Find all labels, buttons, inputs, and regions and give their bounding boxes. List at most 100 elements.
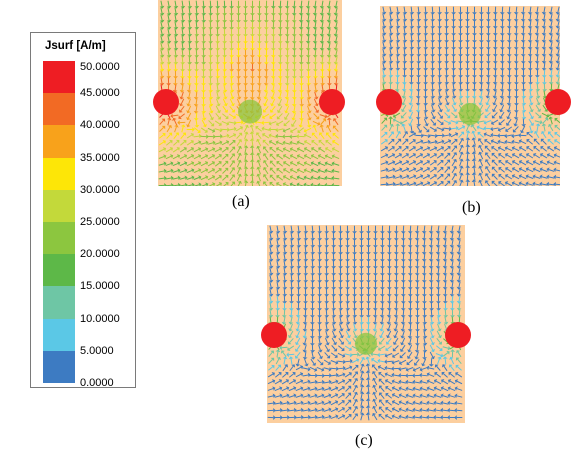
- current-arrow: [180, 185, 186, 186]
- current-arrow: [275, 374, 279, 377]
- current-arrow: [390, 21, 391, 26]
- current-arrow: [275, 396, 280, 398]
- current-arrow: [389, 126, 391, 131]
- current-arrow: [417, 352, 419, 357]
- current-arrow-head: [535, 33, 540, 36]
- current-arrow-head: [416, 33, 421, 36]
- current-arrow: [265, 183, 268, 186]
- current-arrow: [437, 128, 442, 130]
- current-arrow: [528, 162, 533, 165]
- current-arrow: [315, 50, 316, 56]
- current-arrow: [208, 128, 213, 130]
- current-arrow: [291, 247, 292, 253]
- current-arrow-head: [296, 252, 301, 255]
- current-arrow: [347, 310, 348, 316]
- current-arrow: [495, 77, 496, 83]
- current-arrow: [298, 317, 299, 323]
- current-arrow: [334, 142, 339, 145]
- current-arrow-head: [303, 245, 308, 248]
- current-arrow-head: [220, 134, 223, 139]
- current-arrow: [460, 161, 462, 166]
- current-arrow: [280, 92, 281, 97]
- current-arrow-head: [303, 238, 308, 241]
- current-arrow-head: [423, 110, 428, 113]
- current-arrow: [166, 178, 172, 179]
- legend-tick-label: 45.0000: [80, 87, 120, 99]
- current-arrow: [382, 310, 383, 316]
- current-arrow: [408, 417, 413, 418]
- current-arrow: [361, 408, 362, 413]
- current-arrow-head: [402, 47, 407, 50]
- current-arrow: [245, 148, 246, 153]
- current-arrow: [298, 254, 299, 260]
- current-arrow-head: [303, 259, 308, 262]
- current-arrow: [329, 1, 330, 7]
- current-arrow: [431, 317, 432, 323]
- current-arrow: [291, 317, 292, 322]
- current-arrow-head: [535, 47, 540, 50]
- current-arrow-head: [443, 273, 448, 276]
- current-arrow: [430, 127, 435, 130]
- current-arrow: [180, 142, 184, 146]
- current-arrow: [196, 29, 197, 35]
- current-arrow: [387, 402, 391, 405]
- current-arrow: [381, 381, 385, 385]
- current-arrow: [245, 169, 246, 175]
- current-arrow: [438, 324, 440, 329]
- current-arrow-head: [177, 120, 179, 125]
- current-arrow: [215, 121, 220, 124]
- current-arrow: [473, 126, 476, 131]
- current-arrow-head: [443, 231, 448, 234]
- current-arrow: [252, 176, 253, 182]
- current-arrow: [523, 91, 524, 97]
- current-arrow: [425, 14, 426, 20]
- current-arrow: [215, 184, 220, 186]
- current-arrow: [310, 417, 316, 418]
- current-arrow: [445, 268, 446, 274]
- current-arrow: [396, 317, 397, 322]
- current-arrow: [558, 63, 559, 68]
- current-arrow: [285, 184, 290, 186]
- current-arrow: [259, 85, 260, 91]
- current-arrow-head: [187, 27, 192, 30]
- current-arrow: [282, 374, 286, 378]
- current-arrow: [320, 149, 325, 152]
- current-arrow: [481, 84, 482, 90]
- current-arrow: [308, 99, 309, 104]
- current-arrow: [374, 415, 377, 420]
- current-arrow: [410, 331, 411, 337]
- current-arrow-head: [261, 120, 264, 125]
- current-arrow: [404, 35, 405, 41]
- current-arrow: [215, 177, 220, 180]
- current-arrow: [425, 21, 426, 27]
- current-arrow-head: [167, 62, 172, 65]
- current-arrow: [306, 178, 311, 180]
- current-arrow: [292, 149, 297, 151]
- current-arrow: [411, 98, 412, 103]
- current-arrow: [389, 317, 390, 322]
- current-arrow-head: [194, 20, 199, 23]
- current-arrow: [231, 78, 232, 84]
- current-arrow-head: [339, 315, 344, 318]
- current-arrow: [467, 140, 468, 146]
- current-arrow: [322, 43, 323, 49]
- current-arrow: [558, 49, 559, 54]
- current-arrow-head: [299, 27, 304, 30]
- current-arrow: [452, 154, 455, 159]
- current-arrow: [266, 78, 267, 84]
- current-arrow: [201, 163, 206, 166]
- current-arrow: [474, 98, 475, 104]
- current-arrow: [452, 161, 455, 166]
- current-arrow-head: [181, 34, 186, 37]
- current-arrow: [329, 36, 330, 42]
- current-arrow-head: [320, 83, 325, 86]
- current-arrow: [161, 78, 162, 84]
- current-arrow: [549, 184, 555, 185]
- current-arrow: [436, 374, 440, 377]
- current-arrow: [161, 29, 162, 34]
- current-arrow: [397, 21, 398, 27]
- current-arrow: [487, 161, 490, 166]
- current-arrow: [161, 15, 162, 20]
- current-arrow: [514, 169, 519, 172]
- current-arrow: [270, 226, 271, 231]
